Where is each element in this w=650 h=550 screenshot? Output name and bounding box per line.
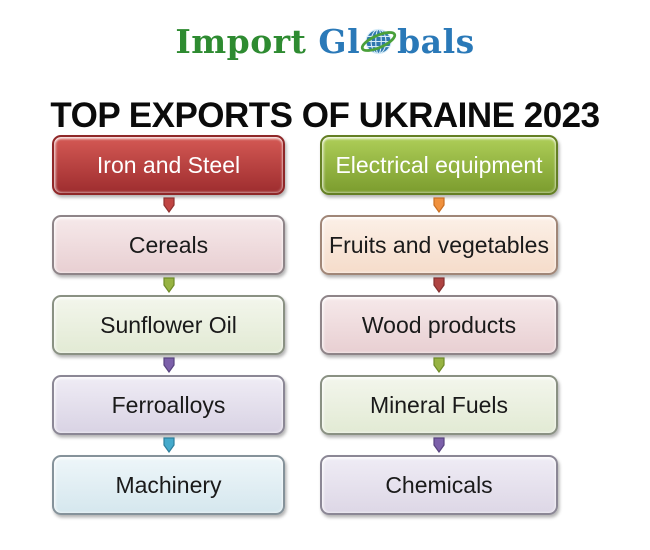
down-arrow-icon	[320, 435, 558, 455]
export-box-wood-products: Wood products	[320, 295, 558, 355]
down-arrow-icon	[320, 355, 558, 375]
down-arrow-icon	[52, 195, 285, 215]
logo-text-globals-prefix: Gl	[318, 22, 361, 61]
export-box-machinery: Machinery	[52, 455, 285, 515]
logo: Import Gl bals	[0, 22, 650, 61]
export-column-right: Electrical equipment Fruits and vegetabl…	[320, 135, 558, 515]
export-box-mineral-fuels: Mineral Fuels	[320, 375, 558, 435]
export-box-electrical-equipment: Electrical equipment	[320, 135, 558, 195]
logo-text-globals-suffix: bals	[397, 22, 475, 61]
down-arrow-icon	[52, 435, 285, 455]
export-box-chemicals: Chemicals	[320, 455, 558, 515]
logo-text-import: Import	[175, 22, 307, 61]
export-box-ferroalloys: Ferroalloys	[52, 375, 285, 435]
page-title: TOP EXPORTS OF UKRAINE 2023	[50, 96, 600, 136]
down-arrow-icon	[320, 195, 558, 215]
export-column-left: Iron and Steel Cereals Sunflower Oil Fer…	[52, 135, 285, 515]
export-box-sunflower-oil: Sunflower Oil	[52, 295, 285, 355]
globe-icon	[360, 22, 397, 61]
export-box-iron-and-steel: Iron and Steel	[52, 135, 285, 195]
down-arrow-icon	[320, 275, 558, 295]
export-box-cereals: Cereals	[52, 215, 285, 275]
down-arrow-icon	[52, 355, 285, 375]
down-arrow-icon	[52, 275, 285, 295]
export-box-fruits-and-vegetables: Fruits and vegetables	[320, 215, 558, 275]
